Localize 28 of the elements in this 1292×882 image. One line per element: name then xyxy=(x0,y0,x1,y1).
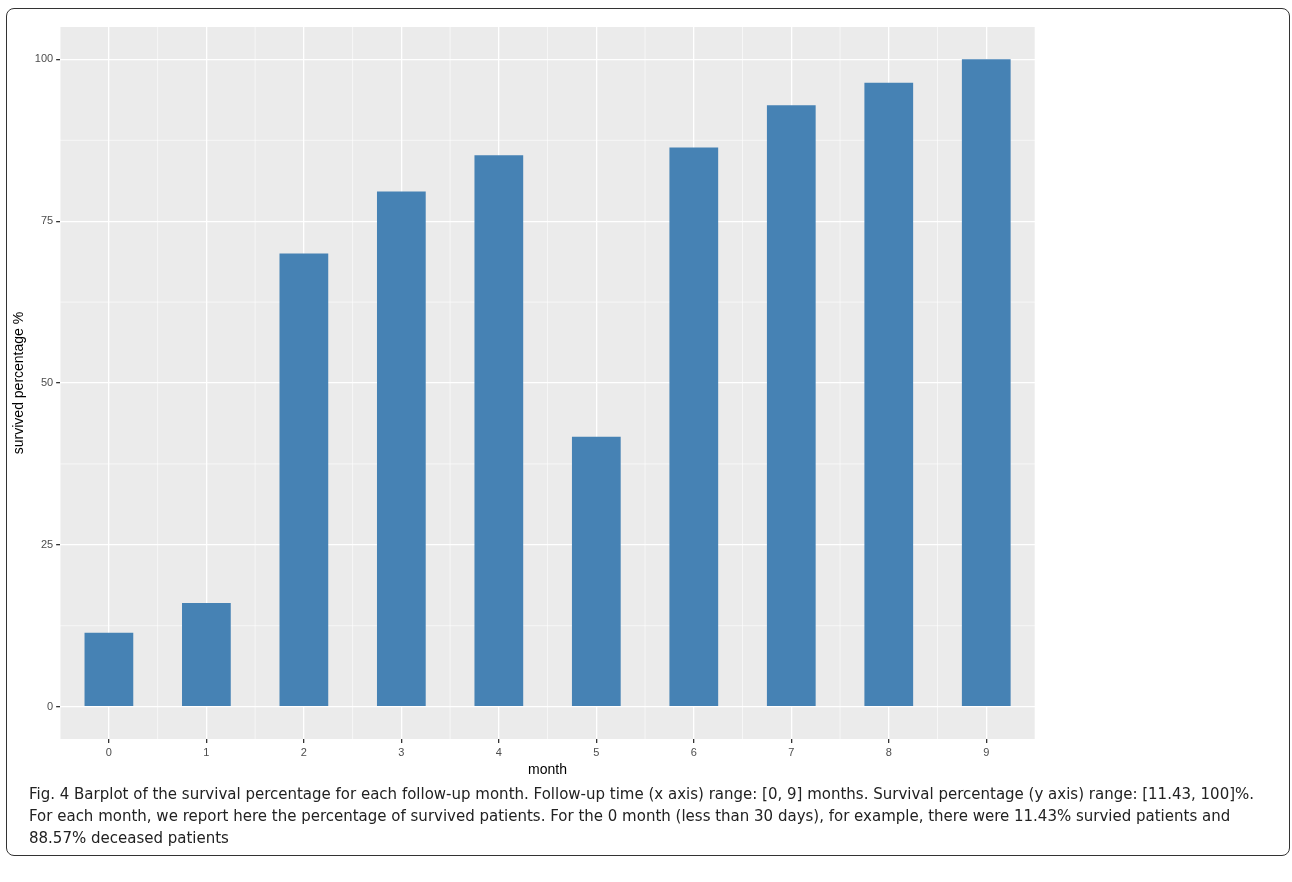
bar xyxy=(571,436,621,706)
x-tick-label: 8 xyxy=(885,745,892,758)
x-tick-label: 9 xyxy=(983,745,990,758)
x-tick-label: 0 xyxy=(105,745,112,758)
x-axis-title: month xyxy=(528,761,568,778)
x-tick-label: 1 xyxy=(203,745,210,758)
bar xyxy=(961,59,1011,706)
y-axis-title: survived percentage % xyxy=(10,311,27,455)
bar xyxy=(766,105,816,706)
y-tick-label: 75 xyxy=(40,214,54,227)
x-tick-label: 7 xyxy=(788,745,795,758)
x-tick-label: 3 xyxy=(398,745,405,758)
x-tick-label: 5 xyxy=(593,745,600,758)
y-tick-label: 0 xyxy=(47,699,54,712)
y-tick-label: 100 xyxy=(34,52,54,65)
y-tick-label: 50 xyxy=(40,376,54,389)
x-tick-label: 6 xyxy=(690,745,697,758)
bar xyxy=(669,147,719,706)
caption: Fig. 4 Barplot of the survival percentage for each follow-up month. Follow-up time (x axis) range: [0, 9] months. Survival percentage (y axis) range: [11.43, 100]%. For each month, we report here the percentage of survived patients. For the 0 month (less than 30 days), for example, there were 11.43% survied patients and 88.57% deceased patients xyxy=(28,784,1256,849)
bar xyxy=(84,632,134,706)
bar xyxy=(279,253,329,706)
bar xyxy=(376,191,426,706)
bar xyxy=(864,82,914,706)
bar xyxy=(474,155,524,706)
y-tick-label: 25 xyxy=(40,537,54,550)
x-tick-label: 4 xyxy=(495,745,502,758)
bar xyxy=(182,603,231,706)
x-tick-label: 2 xyxy=(300,745,307,758)
